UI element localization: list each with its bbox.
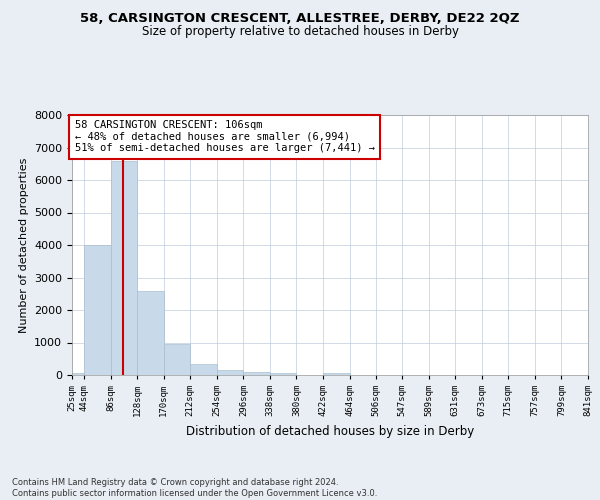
- Bar: [137, 290, 164, 375]
- X-axis label: Distribution of detached houses by size in Derby: Distribution of detached houses by size …: [186, 424, 474, 438]
- Bar: [323, 372, 350, 375]
- Bar: [72, 372, 84, 375]
- Text: 58, CARSINGTON CRESCENT, ALLESTREE, DERBY, DE22 2QZ: 58, CARSINGTON CRESCENT, ALLESTREE, DERB…: [80, 12, 520, 26]
- Text: Contains HM Land Registry data © Crown copyright and database right 2024.
Contai: Contains HM Land Registry data © Crown c…: [12, 478, 377, 498]
- Bar: [270, 372, 296, 375]
- Bar: [217, 370, 244, 375]
- Y-axis label: Number of detached properties: Number of detached properties: [19, 158, 29, 332]
- Bar: [164, 344, 190, 375]
- Bar: [84, 245, 110, 375]
- Text: 58 CARSINGTON CRESCENT: 106sqm
← 48% of detached houses are smaller (6,994)
51% : 58 CARSINGTON CRESCENT: 106sqm ← 48% of …: [74, 120, 374, 154]
- Bar: [190, 364, 217, 375]
- Text: Size of property relative to detached houses in Derby: Size of property relative to detached ho…: [142, 25, 458, 38]
- Bar: [244, 372, 270, 375]
- Bar: [110, 160, 137, 375]
